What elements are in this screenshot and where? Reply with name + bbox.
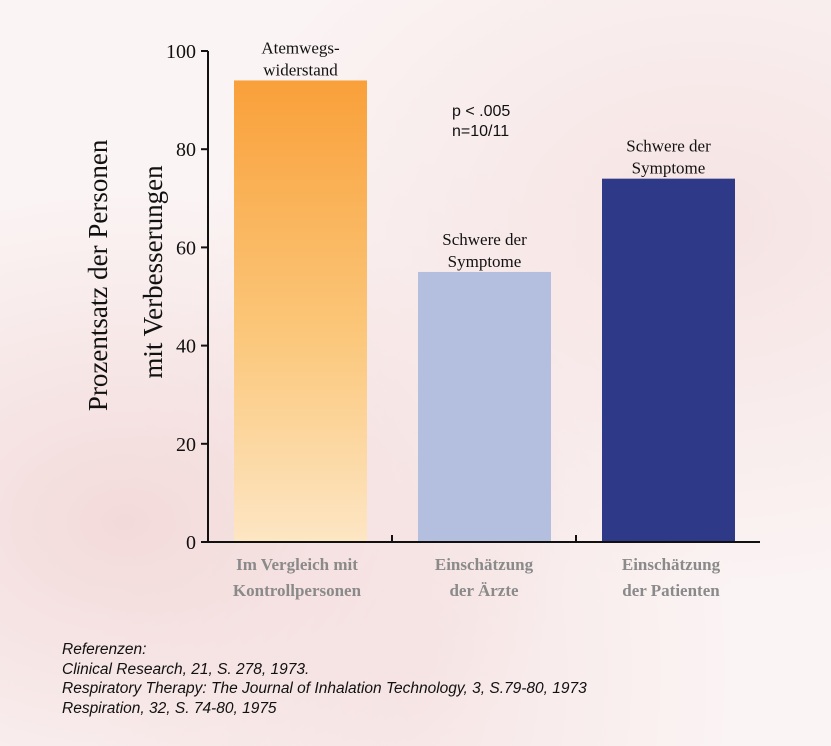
y-tick-label: 60 xyxy=(176,237,196,259)
y-tick-label: 0 xyxy=(186,532,196,554)
reference-item: Clinical Research, 21, S. 278, 1973. xyxy=(62,660,310,678)
x-category-label: Im Vergleich mit Kontrollpersonen xyxy=(233,555,362,600)
y-tick-label: 40 xyxy=(176,336,196,358)
bar-label: Schwere der Symptome xyxy=(442,230,527,271)
bar-1 xyxy=(234,80,367,543)
bar-chart: Prozentsatz der Personen mit Verbesserun… xyxy=(83,38,760,600)
x-category-label: Einschätzung der Ärzte xyxy=(435,555,534,600)
bar-label: Atemwegs-widerstand xyxy=(261,38,340,79)
y-tick-label: 80 xyxy=(176,139,196,161)
reference-item: Respiration, 32, S. 74-80, 1975 xyxy=(62,699,277,717)
bar-3 xyxy=(602,178,735,542)
references: Referenzen: Clinical Research, 21, S. 27… xyxy=(62,640,587,718)
sample-size-annotation: n=10/11 xyxy=(452,123,509,140)
y-tick-label: 20 xyxy=(176,434,196,456)
x-category-label: Einschätzung der Patienten xyxy=(622,555,721,600)
bar-2 xyxy=(418,271,551,542)
bar-label: Schwere der Symptome xyxy=(626,137,711,178)
y-axis-label: Prozentsatz der Personen mit Verbesserun… xyxy=(83,133,168,411)
y-tick-label: 100 xyxy=(166,41,196,63)
p-value-annotation: p < .005 xyxy=(452,103,510,120)
references-heading: Referenzen: xyxy=(62,641,147,658)
reference-item: Respiratory Therapy: The Journal of Inha… xyxy=(62,680,587,697)
